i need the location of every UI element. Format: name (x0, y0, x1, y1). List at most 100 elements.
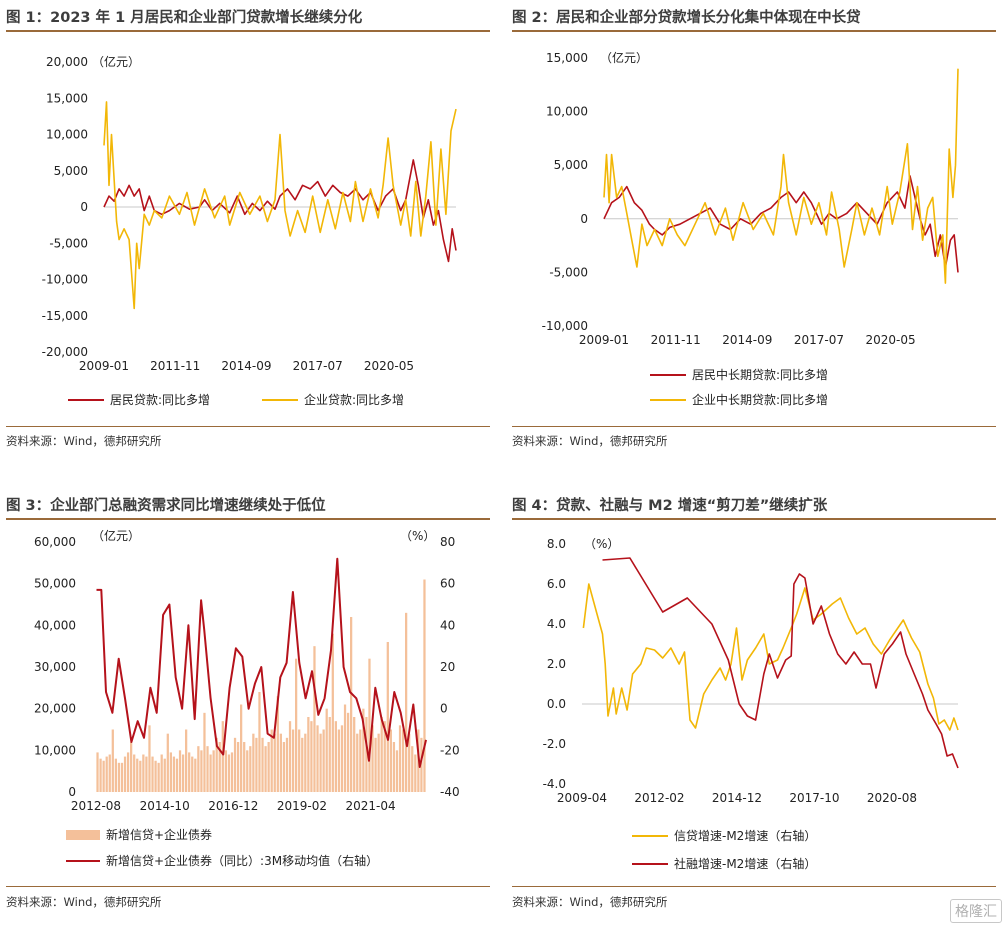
x-tick-label: 2009-01 (579, 333, 629, 347)
bar (295, 658, 298, 792)
y-tick-label: 8.0 (547, 537, 566, 551)
y-tick-label: -10,000 (542, 319, 588, 333)
x-tick-label: 2017-07 (794, 333, 844, 347)
x-tick-label: 2014-12 (712, 791, 762, 805)
bar (221, 721, 224, 792)
bar (411, 746, 414, 792)
unit-label: （亿元） (600, 50, 648, 65)
footer-divider (6, 426, 490, 427)
unit-label: （%） (584, 537, 619, 551)
x-tick-label: 2020-05 (364, 359, 414, 373)
y-tick-label-right: 80 (440, 535, 455, 549)
bar (365, 717, 368, 792)
footer-divider (6, 886, 490, 887)
legend-label: 企业贷款:同比多增 (304, 392, 404, 407)
bar (350, 617, 353, 792)
bar (313, 646, 316, 792)
y-tick-label: 20,000 (46, 55, 88, 69)
bar (298, 729, 301, 792)
series-line (103, 101, 457, 310)
bar (331, 633, 334, 792)
bar (392, 742, 396, 792)
y-tick-label-left: 60,000 (34, 535, 76, 549)
y-tick-label-right: 20 (440, 660, 455, 674)
chart-panel-3: 图 3：企业部门总融资需求同比增速继续处于低位 （亿元） （%） 60,000 50,… (6, 494, 496, 924)
y-tick-label-left: 40,000 (34, 618, 76, 632)
series-line (602, 557, 959, 769)
series-line (582, 583, 959, 731)
bar (380, 717, 383, 792)
chart-panel-2: 图 2：居民和企业部分贷款增长分化集中体现在中长贷 （亿元） 15,000 10,0… (512, 6, 1002, 456)
title-divider (512, 30, 996, 32)
bar (255, 737, 258, 792)
bar (316, 725, 319, 792)
y-tick-label: 10,000 (546, 105, 588, 119)
y-tick-label: 2.0 (547, 657, 566, 671)
x-tick-label: 2011-11 (150, 359, 200, 373)
y-tick-label: -4.0 (543, 777, 566, 791)
y-tick-label-left: 20,000 (34, 702, 76, 716)
bar (310, 721, 313, 792)
bar (261, 737, 264, 792)
bar (178, 750, 182, 792)
bar (288, 721, 292, 792)
chart-panel-4: 图 4：贷款、社融与 M2 增速“剪刀差”继续扩张 （%） 8.0 6.0 4.0 2.… (512, 494, 1002, 924)
bar (258, 692, 261, 792)
y-tick-label-right: -20 (440, 743, 460, 757)
footer-divider (512, 426, 996, 427)
bar (337, 729, 341, 792)
bar (139, 760, 142, 792)
bar (368, 658, 371, 792)
unit-label: （亿元） (92, 54, 140, 69)
bar (206, 746, 209, 792)
bar (188, 752, 191, 792)
bar (334, 721, 337, 792)
bar (136, 758, 139, 792)
x-tick-label: 2012-02 (634, 791, 684, 805)
bar (181, 754, 185, 792)
bar (96, 752, 99, 792)
bar (172, 756, 176, 792)
x-tick-label: 2012-08 (71, 799, 121, 813)
bar (325, 708, 328, 792)
y-tick-label-left: 50,000 (34, 577, 76, 591)
chart-svg-2: （亿元） 15,000 10,000 5,000 0 -5,000 -10,0002009-… (542, 50, 959, 407)
title-divider (512, 518, 996, 520)
bar (362, 708, 365, 792)
bar (383, 721, 386, 792)
y-tick-label-right: 40 (440, 618, 455, 632)
x-tick-label: 2017-07 (293, 359, 343, 373)
bar (356, 733, 359, 792)
y-tick-label: 0 (80, 200, 88, 214)
x-tick-label: 2011-11 (651, 333, 701, 347)
legend-label: 企业中长期贷款:同比多增 (692, 392, 828, 407)
x-tick-label: 2016-12 (208, 799, 258, 813)
chart-svg-1: （亿元） 20,000 15,000 10,000 5,000 0 -5,000 -10,00… (42, 54, 457, 407)
bar (405, 612, 408, 792)
bar (117, 762, 121, 792)
x-tick-label: 2020-05 (866, 333, 916, 347)
bar (343, 704, 347, 792)
source-note: 资料来源：Wind，德邦研究所 (6, 895, 162, 909)
bar (151, 756, 154, 792)
bar (126, 752, 130, 792)
legend-label: 信贷增速-M2增速（右轴） (674, 828, 816, 843)
bar (319, 733, 322, 792)
bar (185, 729, 188, 792)
unit-label-right: （%） (400, 529, 435, 543)
x-tick-label: 2017-10 (789, 791, 839, 805)
bar (148, 725, 151, 792)
bar (389, 729, 392, 792)
title-divider (6, 30, 490, 32)
bar (99, 758, 102, 792)
bar (246, 750, 249, 792)
bar (145, 756, 148, 792)
y-tick-label: 6.0 (547, 577, 566, 591)
series-line (603, 68, 959, 284)
y-tick-label: 5,000 (554, 158, 588, 172)
bar (386, 642, 389, 792)
source-note: 资料来源：Wind，德邦研究所 (512, 434, 668, 448)
bar (340, 725, 344, 792)
bar (408, 733, 411, 792)
bar (191, 756, 194, 792)
